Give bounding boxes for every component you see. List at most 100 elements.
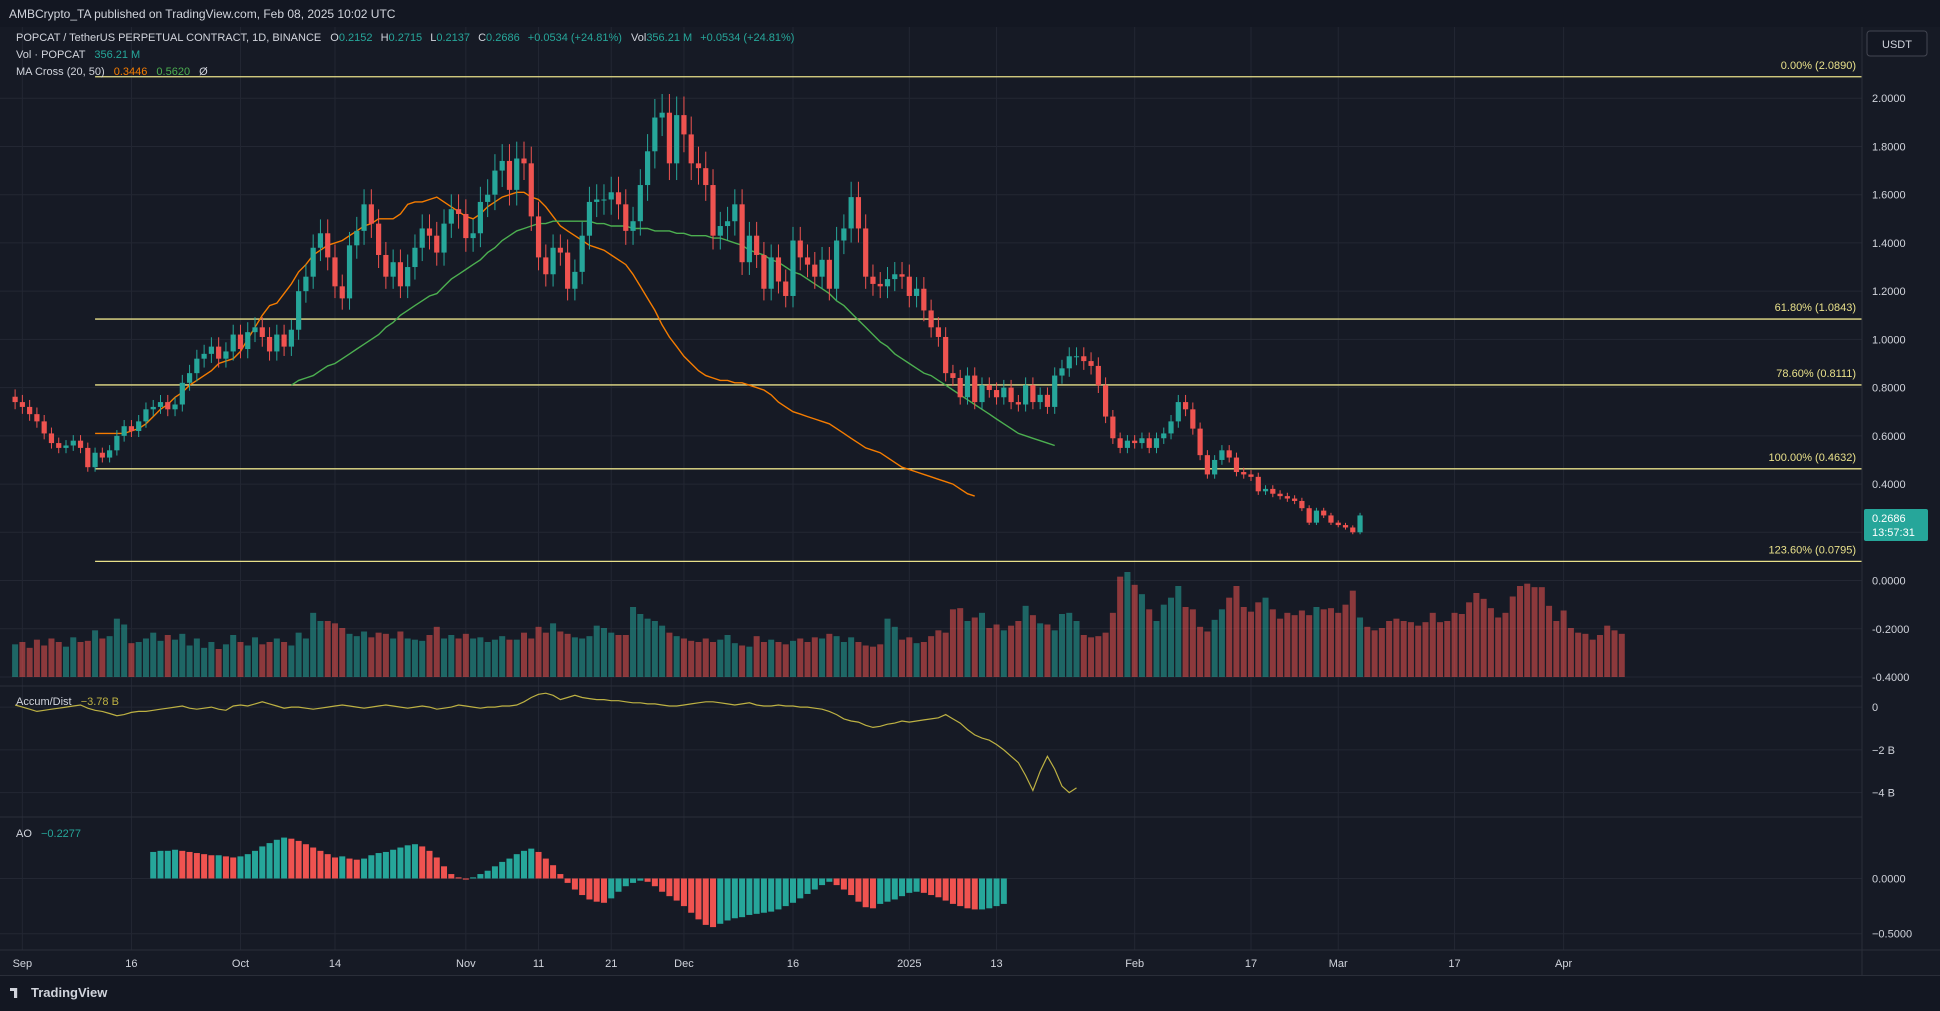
ao-bar	[404, 845, 411, 879]
volume-bar	[1531, 587, 1538, 677]
candle-body	[216, 346, 222, 359]
volume-bar	[179, 633, 186, 677]
volume-bar	[455, 638, 462, 677]
volume-bar	[1175, 586, 1182, 677]
volume-bar	[1589, 639, 1596, 677]
ao-bar	[375, 853, 382, 879]
change-value: +0.0534 (+24.81%)	[528, 32, 622, 44]
candle-body	[1146, 438, 1152, 448]
currency-button[interactable]: USDT	[1866, 30, 1928, 57]
candle-body	[317, 233, 324, 248]
candle-body	[550, 247, 556, 275]
volume-bar	[593, 625, 600, 677]
ao-bar	[920, 878, 927, 893]
volume-bar	[33, 639, 40, 677]
volume-bar	[768, 639, 775, 677]
volume-bar	[1255, 602, 1262, 677]
volume-bar	[353, 636, 360, 677]
candle-body	[383, 254, 389, 277]
candle-body	[1153, 438, 1160, 448]
volume-bar	[1502, 612, 1509, 677]
candle-body	[594, 199, 600, 202]
time-tick-label: Dec	[674, 958, 694, 970]
low-value: 0.2137	[436, 32, 470, 44]
volume-bar	[630, 607, 637, 677]
volume-bar	[1313, 607, 1320, 677]
volume-bar	[1386, 621, 1393, 677]
time-tick-label: 2025	[897, 958, 921, 970]
candle-body	[768, 257, 774, 289]
ao-bar	[448, 874, 455, 879]
price-tick-label: 1.2000	[1872, 286, 1906, 298]
price-tick-label: 1.8000	[1872, 141, 1906, 153]
candle-body	[1284, 496, 1290, 499]
ao-bar	[470, 877, 477, 879]
ao-bar	[157, 850, 164, 879]
volume-bar	[1618, 633, 1625, 677]
volume-bar	[1466, 602, 1473, 677]
volume-bar	[550, 623, 557, 677]
volume-bar	[884, 618, 891, 677]
volume-bar	[1604, 625, 1611, 677]
candle-body	[913, 288, 920, 296]
candle-body	[397, 262, 404, 287]
candle-body	[1248, 474, 1254, 477]
time-tick-label: 11	[533, 958, 544, 970]
fibonacci-levels: 0.00% (2.0890) 61.80% (1.0843) 78.60% (0.8…	[95, 60, 1862, 563]
ao-bar	[695, 878, 702, 920]
volume-bar	[295, 632, 302, 677]
candle-body	[514, 158, 520, 190]
fib-level-label: 0.00% (2.0890)	[1781, 60, 1856, 72]
candle-body	[114, 435, 120, 451]
ao-bar	[295, 840, 302, 879]
candle-body	[717, 226, 723, 236]
price-tick-label: 1.6000	[1872, 190, 1906, 202]
volume-bar	[506, 639, 513, 677]
candle-body	[666, 112, 672, 164]
volume-bar	[397, 631, 404, 677]
open-label: O	[330, 32, 339, 44]
ao-bar	[906, 878, 913, 893]
volume-bar	[637, 614, 644, 677]
ao-bar	[164, 850, 171, 879]
candle-body	[746, 235, 752, 263]
ao-bar	[789, 878, 796, 903]
candle-body	[761, 254, 767, 289]
candle-body	[27, 406, 33, 415]
volume-bar	[775, 642, 782, 677]
candle-body	[201, 353, 207, 359]
ao-bar	[928, 878, 935, 896]
candle-body	[463, 213, 469, 239]
volume-bar	[1226, 597, 1233, 677]
candle-body	[143, 409, 149, 422]
chart-background	[0, 27, 1940, 975]
ad-tick-label: 0	[1872, 702, 1878, 714]
tradingview-logo[interactable]: TradingView	[10, 985, 107, 1000]
ao-tick-label: 0.0000	[1872, 873, 1906, 885]
volume-bar	[1306, 615, 1313, 677]
candle-body	[296, 291, 302, 330]
candle-body	[644, 151, 651, 186]
volume-bar	[1117, 576, 1124, 677]
ao-bar	[288, 838, 295, 879]
volume-bar	[1422, 622, 1429, 677]
candle-body	[630, 221, 636, 231]
candle-body	[652, 117, 658, 152]
candle-body	[1241, 472, 1247, 475]
volume-bar	[1437, 622, 1444, 677]
chart-area[interactable]: 0.00% (2.0890) 61.80% (1.0843) 78.60% (0.8…	[0, 27, 1940, 975]
volume-bar	[688, 640, 695, 677]
tradingview-logo-text: TradingView	[31, 985, 108, 1000]
candle-body	[841, 228, 847, 241]
candle-body	[674, 115, 680, 164]
ao-bar	[237, 856, 244, 879]
volume-bar	[513, 639, 520, 677]
volume-bar	[877, 644, 884, 677]
candle-body	[1197, 428, 1203, 456]
volume-bar	[1560, 610, 1567, 677]
ao-bar	[600, 878, 607, 903]
ao-bar	[186, 851, 193, 879]
ao-bar	[986, 878, 993, 909]
candle-body	[586, 201, 593, 236]
ao-bar	[702, 878, 709, 925]
